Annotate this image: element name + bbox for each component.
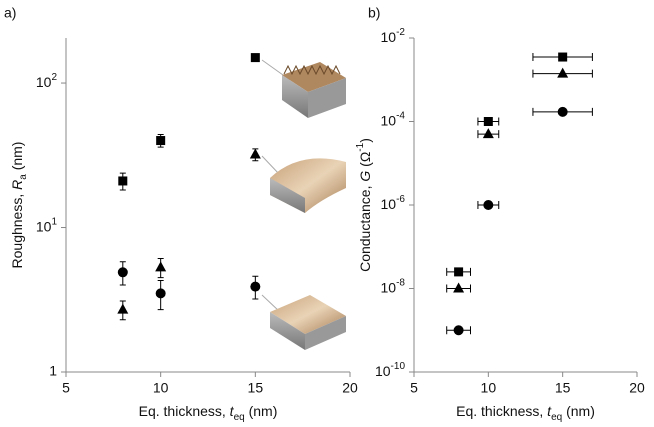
marker-triangle (249, 148, 261, 159)
label-part: (Ω (357, 152, 373, 171)
marker-circle (250, 281, 261, 292)
x-tick-label: 10 (153, 380, 169, 396)
y-tick-label: 10-8 (381, 277, 406, 295)
marker-square (558, 52, 568, 62)
x-tick-label: 5 (62, 380, 70, 396)
inset-side (270, 178, 305, 213)
inset-images (261, 59, 346, 350)
marker-square (454, 267, 464, 277)
y-axis-title: Roughness, Ra (nm) (9, 142, 29, 269)
marker-circle (557, 106, 568, 117)
x-tick-label: 15 (248, 380, 264, 396)
tick-exponent: -8 (396, 277, 405, 288)
y-axis-title: Conductance, G (Ω-1) (355, 138, 373, 272)
tick-base: 10 (375, 363, 391, 379)
x-tick-label: 20 (629, 380, 645, 396)
panel-label: b) (368, 5, 380, 21)
tick-exponent: -2 (396, 27, 405, 38)
leader-line (261, 155, 281, 176)
label-part: a (18, 174, 29, 180)
tick-base: 10 (381, 279, 397, 295)
label-part: (nm) (9, 142, 25, 175)
y-tick-label: 102 (36, 72, 58, 90)
label-part: R (9, 180, 25, 190)
tick-exponent: 2 (51, 72, 57, 83)
x-tick-label: 15 (555, 380, 571, 396)
marker-triangle (453, 282, 465, 293)
x-tick-label: 5 (410, 380, 418, 396)
inset-side (305, 316, 346, 350)
x-axis-title: Eq. thickness, teq (nm) (139, 403, 278, 423)
inset-side (282, 75, 308, 118)
label-part: Conductance, (357, 182, 373, 272)
label-part: (nm) (562, 403, 595, 419)
panel-label: a) (4, 5, 16, 21)
tick-exponent: -4 (396, 110, 405, 121)
marker-square (250, 53, 260, 63)
tick-exponent: -6 (396, 194, 405, 205)
label-part: eq (234, 412, 245, 423)
tick-base: 10 (36, 218, 52, 234)
label-part: Eq. thickness, (456, 403, 547, 419)
marker-circle (453, 325, 464, 336)
marker-triangle (155, 261, 167, 272)
label-part: ) (357, 138, 373, 143)
inset-side (270, 312, 305, 350)
y-tick-label: 10-4 (381, 110, 406, 128)
label-part: (nm) (245, 403, 278, 419)
marker-triangle (117, 303, 129, 314)
label-part: Eq. thickness, (139, 403, 230, 419)
label-part: eq (551, 412, 562, 423)
marker-circle (117, 267, 128, 278)
y-tick-label: 10-10 (375, 361, 405, 379)
tick-base: 10 (381, 29, 397, 45)
marker-square (483, 117, 493, 126)
tick-exponent: -10 (391, 361, 406, 372)
label-part: Roughness, (9, 190, 25, 269)
inset-texture (283, 64, 341, 76)
marker-triangle (557, 67, 569, 78)
marker-circle (155, 288, 166, 299)
label-part: t (547, 403, 552, 419)
marker-square (118, 176, 128, 186)
tick-base: 10 (36, 74, 52, 90)
label-part: -1 (355, 142, 366, 151)
x-axis-title: Eq. thickness, teq (nm) (456, 403, 595, 423)
tick-base: 10 (381, 112, 397, 128)
y-tick-label: 10-2 (381, 27, 406, 45)
tick-exponent: 1 (51, 216, 57, 227)
marker-circle (483, 200, 494, 210)
inset-side (308, 78, 346, 118)
inset-surface-bottom (270, 295, 346, 334)
tick-base: 10 (381, 196, 397, 212)
y-tick-label: 1 (49, 363, 57, 379)
marker-square (156, 136, 166, 146)
label-part: G (357, 171, 373, 182)
y-tick-label: 101 (36, 216, 58, 234)
label-part: t (230, 403, 235, 419)
marker-triangle (482, 128, 494, 139)
y-tick-label: 10-6 (381, 194, 406, 212)
x-tick-label: 10 (481, 380, 497, 396)
x-tick-label: 20 (342, 380, 358, 396)
